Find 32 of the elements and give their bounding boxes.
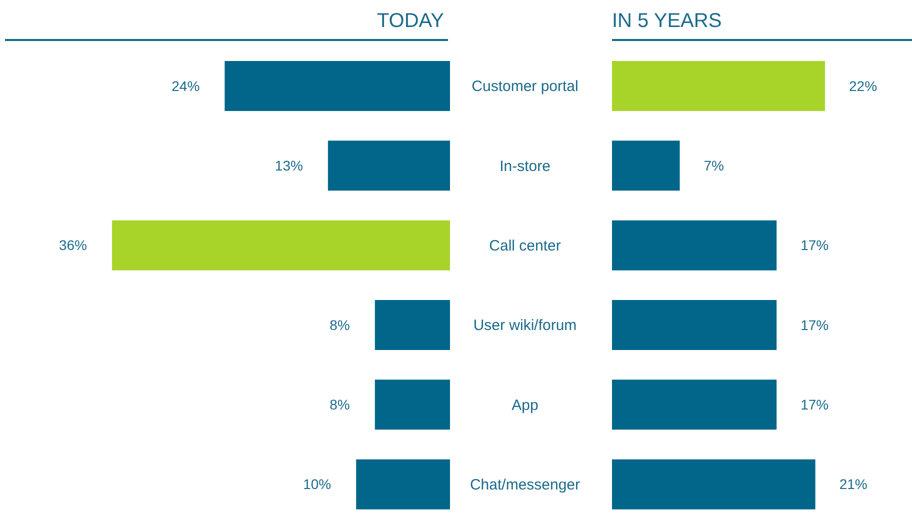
- y-tick-label: App: [512, 396, 538, 414]
- bar: [612, 220, 777, 270]
- data-label: 17%: [800, 237, 829, 254]
- data-label: 8%: [330, 316, 350, 333]
- data-label: 17%: [800, 396, 829, 413]
- data-label: 24%: [172, 78, 200, 94]
- bar: [374, 380, 450, 430]
- bar: [612, 140, 680, 191]
- chart-title: TODAY: [5, 10, 448, 41]
- y-tick-label: In-store: [500, 158, 550, 175]
- chart-title: IN 5 YEARS: [612, 10, 912, 41]
- bar: [328, 140, 450, 191]
- bar: [112, 220, 450, 270]
- y-tick-label: Call center: [489, 237, 561, 254]
- data-label: 8%: [330, 396, 350, 413]
- y-tick-label: User wiki/forum: [473, 317, 577, 334]
- data-label: 7%: [704, 158, 724, 174]
- bar: [612, 300, 777, 350]
- bar: [374, 300, 450, 350]
- bar: [612, 61, 825, 111]
- bar: [356, 459, 450, 510]
- data-label: 10%: [303, 476, 332, 492]
- bar: [612, 380, 777, 430]
- data-label: 17%: [800, 316, 829, 333]
- data-label: 22%: [849, 78, 878, 94]
- y-tick-label: Customer portal: [472, 78, 578, 96]
- data-label: 36%: [58, 237, 87, 254]
- data-label: 21%: [839, 476, 868, 492]
- y-tick-label: Chat/messenger: [470, 476, 580, 494]
- bar: [224, 61, 450, 111]
- bar: [612, 459, 816, 510]
- data-label: 13%: [274, 158, 303, 174]
